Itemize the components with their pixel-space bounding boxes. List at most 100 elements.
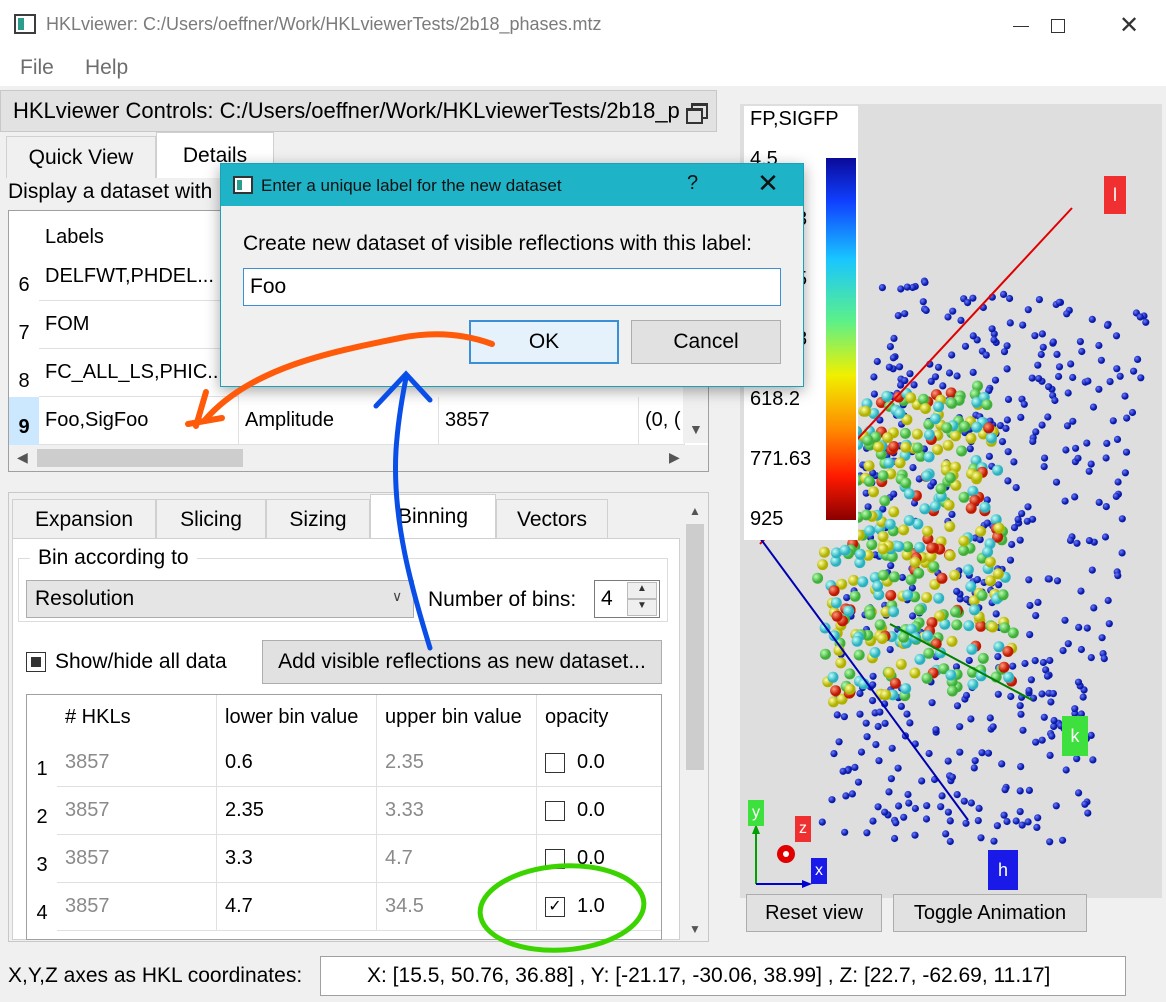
- scroll-down-icon[interactable]: ▼: [689, 421, 703, 437]
- opacity-cell[interactable]: 0.0: [537, 835, 661, 883]
- row-header[interactable]: 3: [36, 854, 48, 876]
- reflection-dot: [1069, 373, 1077, 382]
- reflection-dot: [952, 663, 961, 671]
- opacity-checkbox[interactable]: [545, 848, 565, 869]
- horizontal-scrollbar[interactable]: ◀ ▶: [9, 445, 708, 471]
- reflection-dot: [894, 764, 902, 772]
- nbins-value[interactable]: 4: [601, 587, 613, 610]
- ok-button[interactable]: OK: [469, 320, 619, 364]
- tab-binning[interactable]: Binning: [370, 494, 496, 539]
- table-cell[interactable]: 0.6: [217, 739, 377, 787]
- 3d-view[interactable]: [740, 104, 1162, 898]
- cancel-button[interactable]: Cancel: [631, 320, 781, 364]
- row-header[interactable]: 2: [36, 806, 48, 828]
- reflection-dot: [1077, 645, 1085, 654]
- tab-quick-view[interactable]: Quick View: [6, 136, 156, 178]
- reflection-dot: [1059, 836, 1067, 844]
- add-visible-dataset-button[interactable]: Add visible reflections as new dataset..…: [262, 640, 662, 684]
- table-cell[interactable]: 2.35: [217, 787, 377, 835]
- column-header-hkls[interactable]: # HKLs: [57, 695, 217, 739]
- column-header-opacity[interactable]: opacity: [545, 705, 609, 728]
- table-cell[interactable]: FOM: [39, 301, 239, 349]
- menu-file[interactable]: File: [20, 56, 54, 79]
- row-header[interactable]: 1: [36, 758, 48, 780]
- reflection-dot: [1085, 537, 1093, 545]
- reflection-dot: [897, 381, 905, 389]
- row-header[interactable]: 8: [18, 370, 30, 392]
- table-cell[interactable]: 3857: [439, 397, 639, 445]
- reflection-dot: [818, 818, 826, 826]
- show-hide-checkbox[interactable]: [26, 652, 46, 672]
- column-header-lower[interactable]: lower bin value: [217, 695, 377, 739]
- row-header[interactable]: 7: [18, 322, 30, 344]
- reflection-dot: [986, 432, 997, 444]
- opacity-cell[interactable]: ✓ 1.0: [537, 883, 661, 931]
- table-cell[interactable]: 2.35: [377, 739, 537, 787]
- column-header-upper[interactable]: upper bin value: [377, 695, 537, 739]
- tab-expansion[interactable]: Expansion: [12, 499, 156, 539]
- reflection-dot: [908, 584, 916, 592]
- reflection-dot: [958, 545, 970, 556]
- row-header-selected[interactable]: 9: [9, 397, 39, 445]
- scroll-right-icon[interactable]: ▶: [669, 449, 680, 465]
- table-cell[interactable]: FC_ALL_LS,PHIC...: [39, 349, 239, 397]
- table-cell[interactable]: 3.33: [377, 787, 537, 835]
- scroll-up-icon[interactable]: ▲: [689, 504, 701, 518]
- close-icon[interactable]: ✕: [757, 168, 779, 198]
- opacity-cell[interactable]: 0.0: [537, 739, 661, 787]
- opacity-cell[interactable]: 0.0: [537, 787, 661, 835]
- reflection-dot: [1118, 549, 1126, 557]
- table-cell[interactable]: 4.7: [377, 835, 537, 883]
- scrollbar-thumb[interactable]: [686, 524, 704, 770]
- table-cell[interactable]: 3857: [57, 739, 217, 787]
- column-header-labels[interactable]: Labels: [45, 225, 104, 248]
- reflection-dot: [1029, 437, 1037, 445]
- table-cell[interactable]: 3.3: [217, 835, 377, 883]
- table-cell[interactable]: Amplitude: [239, 397, 439, 445]
- reflection-dot: [874, 722, 882, 731]
- axes-coords-field[interactable]: X: [15.5, 50.76, 36.88] , Y: [-21.17, -3…: [320, 956, 1126, 996]
- panel-scrollbar[interactable]: ▲ ▼: [684, 500, 706, 940]
- table-cell[interactable]: (0, (: [639, 397, 685, 445]
- dataset-label-input[interactable]: [243, 268, 781, 306]
- table-cell[interactable]: 34.5: [377, 883, 537, 931]
- reflection-dot: [923, 451, 935, 463]
- row-header[interactable]: 6: [18, 274, 30, 296]
- reflection-dot: [1112, 492, 1120, 500]
- menu-help[interactable]: Help: [85, 56, 129, 79]
- z-axis-label: z: [795, 816, 811, 842]
- table-cell[interactable]: 3857: [57, 883, 217, 931]
- scrollbar-thumb[interactable]: [37, 449, 243, 467]
- opacity-checkbox-checked[interactable]: ✓: [545, 896, 565, 917]
- reset-view-button[interactable]: Reset view: [746, 894, 882, 932]
- reflection-dot: [863, 829, 871, 837]
- show-hide-label[interactable]: Show/hide all data: [55, 650, 227, 673]
- row-header[interactable]: 4: [36, 902, 48, 924]
- nbins-spinbox[interactable]: 4 ▲ ▼: [594, 580, 660, 618]
- minimize-button[interactable]: [986, 0, 1056, 52]
- opacity-checkbox[interactable]: [545, 800, 565, 821]
- opacity-checkbox[interactable]: [545, 752, 565, 773]
- tab-slicing[interactable]: Slicing: [156, 499, 266, 539]
- float-dock-icon[interactable]: [685, 101, 708, 124]
- tab-vectors[interactable]: Vectors: [496, 499, 608, 539]
- tab-sizing[interactable]: Sizing: [266, 499, 370, 539]
- table-cell[interactable]: Foo,SigFoo: [39, 397, 239, 445]
- reflection-dot: [1073, 755, 1081, 763]
- scroll-down-icon[interactable]: ▼: [689, 922, 701, 936]
- close-window-button[interactable]: ✕: [1094, 0, 1164, 52]
- table-cell[interactable]: 3857: [57, 835, 217, 883]
- maximize-button[interactable]: [1023, 0, 1093, 52]
- table-cell[interactable]: DELFWT,PHDEL...: [39, 253, 239, 301]
- bin-by-select[interactable]: Resolution: [26, 580, 414, 618]
- spin-down-icon[interactable]: ▼: [627, 599, 657, 616]
- table-cell[interactable]: 3857: [57, 787, 217, 835]
- toggle-animation-button[interactable]: Toggle Animation: [893, 894, 1087, 932]
- scroll-left-icon[interactable]: ◀: [17, 449, 28, 465]
- reflection-dot: [862, 434, 874, 446]
- reflection-dot: [998, 438, 1007, 446]
- table-cell[interactable]: 4.7: [217, 883, 377, 931]
- reflection-dot: [985, 452, 993, 460]
- help-icon[interactable]: ?: [687, 172, 699, 194]
- spin-up-icon[interactable]: ▲: [627, 582, 657, 599]
